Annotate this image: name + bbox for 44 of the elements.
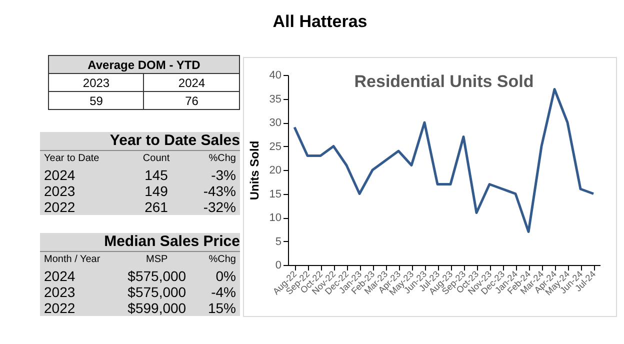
text: 261 [144,199,169,215]
y-axis-title: Units Sold [247,140,262,200]
y-tick-label: 15 [269,188,282,200]
text: -32% [202,199,237,215]
line-series [293,88,595,233]
text: -43% [202,183,237,199]
y-tick-label: 25 [269,140,282,153]
text: All Hatteras [272,12,368,32]
text: 2024 [43,268,76,284]
y-tick-label: 30 [269,117,282,129]
text: Median Sales Price [40,233,240,252]
text: 2022 [43,199,76,215]
text: -3% [210,167,237,183]
text: 15% [206,300,237,316]
text: Year to Date Sales [40,132,240,150]
chart-title: Residential Units Sold [354,72,534,91]
text: 2022 [43,300,76,316]
text: $599,000 [126,300,188,316]
text: 2024 [43,167,76,183]
text: $575,000 [126,268,188,284]
text: 2023 [43,284,76,300]
y-tick-label: 40 [269,70,282,82]
text: 2024 [144,74,240,92]
text: 2023 [48,74,144,92]
text: 2023 [43,183,76,199]
text: Year to Date [43,152,100,166]
text: Average DOM - YTD [48,56,240,74]
text: -4% [210,284,237,300]
text: 149 [144,183,169,199]
y-tick-label: 20 [269,164,282,176]
text: MSP [145,253,169,267]
y-tick-label: 10 [269,212,282,224]
text: %Chg [208,152,237,166]
text: 0% [214,268,237,284]
text: Month / Year [43,253,102,267]
y-tick-label: 0 [275,260,282,272]
y-tick-label: 5 [275,236,282,248]
y-tick-label: 35 [269,93,282,106]
text: 145 [144,167,169,183]
text: 76 [144,92,240,110]
text: %Chg [208,253,237,267]
text: $575,000 [126,284,188,300]
text: Count [142,152,171,166]
text: 59 [48,92,144,110]
